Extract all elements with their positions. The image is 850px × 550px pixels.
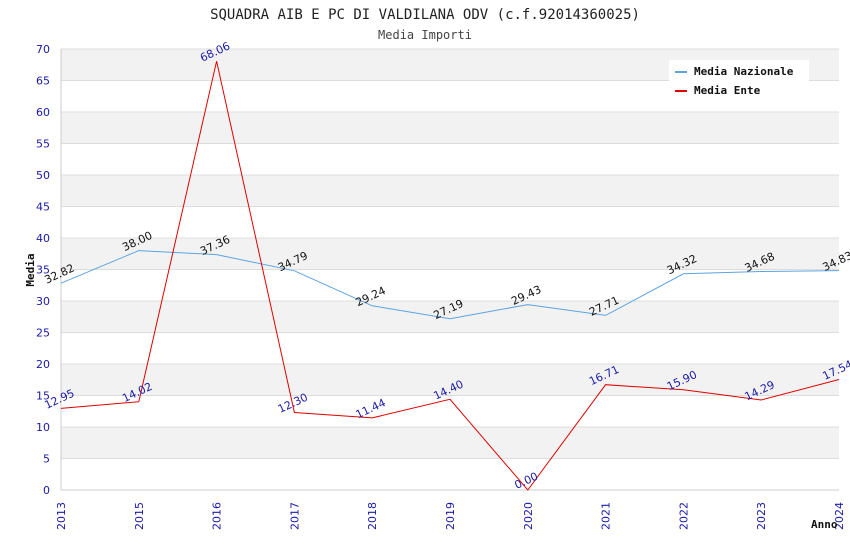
y-tick-label: 10 xyxy=(36,421,50,434)
y-tick-label: 65 xyxy=(36,75,50,88)
grid-band xyxy=(61,332,839,364)
grid-band xyxy=(61,458,839,490)
y-axis-title: Media xyxy=(24,253,37,286)
chart-subtitle: Media Importi xyxy=(378,28,472,42)
grid-band xyxy=(61,206,839,238)
x-tick-label: 2016 xyxy=(211,502,224,530)
y-tick-label: 25 xyxy=(36,327,50,340)
y-tick-label: 60 xyxy=(36,106,50,119)
x-tick-label: 2020 xyxy=(522,502,535,530)
x-axis-title: Anno xyxy=(811,518,838,531)
grid-band xyxy=(61,301,839,333)
y-tick-label: 70 xyxy=(36,43,50,56)
y-tick-label: 0 xyxy=(43,484,50,497)
legend: Media Nazionale Media Ente xyxy=(669,60,809,103)
y-tick-label: 45 xyxy=(36,201,50,214)
x-tick-label: 2013 xyxy=(55,502,68,530)
grid-band xyxy=(61,175,839,207)
series-line-media-nazionale xyxy=(60,250,840,320)
y-axis: 0 5 10 15 20 25 30 35 40 45 50 55 60 65 70 xyxy=(36,43,50,497)
chart-title: SQUADRA AIB E PC DI VALDILANA ODV (c.f.9… xyxy=(210,7,640,23)
y-tick-label: 20 xyxy=(36,358,50,371)
plot-background xyxy=(60,48,839,491)
x-tick-label: 2018 xyxy=(366,502,379,530)
series-line-media-ente xyxy=(60,61,840,491)
y-tick-label: 50 xyxy=(36,169,50,182)
x-tick-label: 2015 xyxy=(133,502,146,530)
y-tick-label: 30 xyxy=(36,295,50,308)
y-tick-label: 55 xyxy=(36,138,50,151)
y-tick-label: 40 xyxy=(36,232,50,245)
series-lines xyxy=(60,61,840,491)
y-tick-label: 5 xyxy=(43,453,50,466)
legend-label-media-nazionale: Media Nazionale xyxy=(694,65,794,78)
grid-band xyxy=(61,364,839,396)
x-tick-label: 2022 xyxy=(677,502,690,530)
legend-box xyxy=(669,60,809,103)
x-axis: 2013 2015 2016 2017 2018 2019 2020 2021 2022 2023… xyxy=(55,502,846,530)
x-tick-label: 2019 xyxy=(444,502,457,530)
x-tick-label: 2021 xyxy=(600,502,613,530)
grid-band xyxy=(61,238,839,270)
grid-band xyxy=(61,427,839,459)
y-tick-label: 15 xyxy=(36,390,50,403)
grid-band xyxy=(61,395,839,427)
grid-band xyxy=(61,143,839,175)
x-tick-label: 2024 xyxy=(833,502,846,530)
grid-band xyxy=(61,269,839,301)
legend-label-media-ente: Media Ente xyxy=(694,84,761,97)
y-tick-label: 35 xyxy=(36,264,50,277)
x-tick-label: 2017 xyxy=(288,502,301,530)
grid-band xyxy=(61,112,839,144)
x-tick-label: 2023 xyxy=(755,502,768,530)
